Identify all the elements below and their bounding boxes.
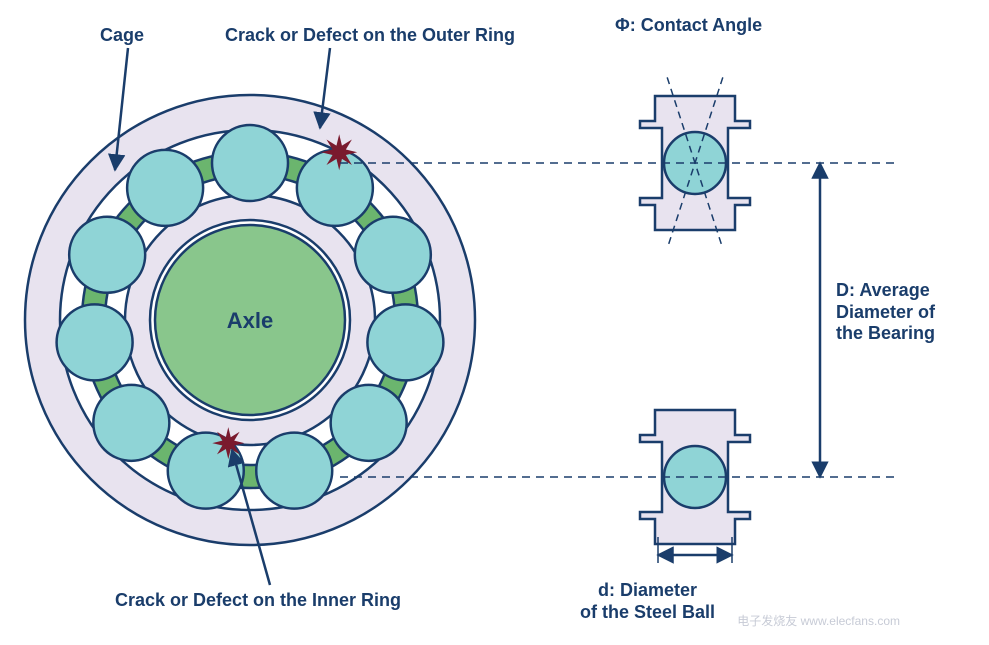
outer-crack-label: Crack or Defect on the Outer Ring <box>225 25 515 47</box>
front-view: Axle <box>25 48 475 585</box>
ball <box>256 433 332 509</box>
ball <box>57 304 133 380</box>
cage-label: Cage <box>100 25 144 47</box>
ball <box>355 217 431 293</box>
inner-defect <box>212 427 244 459</box>
ball <box>93 385 169 461</box>
inner-crack-label: Crack or Defect on the Inner Ring <box>115 590 401 612</box>
contact-angle-label: Φ: Contact Angle <box>615 15 762 37</box>
ball <box>127 150 203 226</box>
ball <box>367 304 443 380</box>
ball <box>331 385 407 461</box>
ball <box>69 217 145 293</box>
outer-defect <box>321 134 357 170</box>
avg-diameter-label: D: Average Diameter of the Bearing <box>836 280 935 345</box>
ball <box>212 125 288 201</box>
axle-label: Axle <box>227 308 273 333</box>
ball <box>297 150 373 226</box>
ball-diameter-label: d: Diameter of the Steel Ball <box>580 580 715 623</box>
watermark: 电子发烧友 www.elecfans.com <box>737 613 900 628</box>
